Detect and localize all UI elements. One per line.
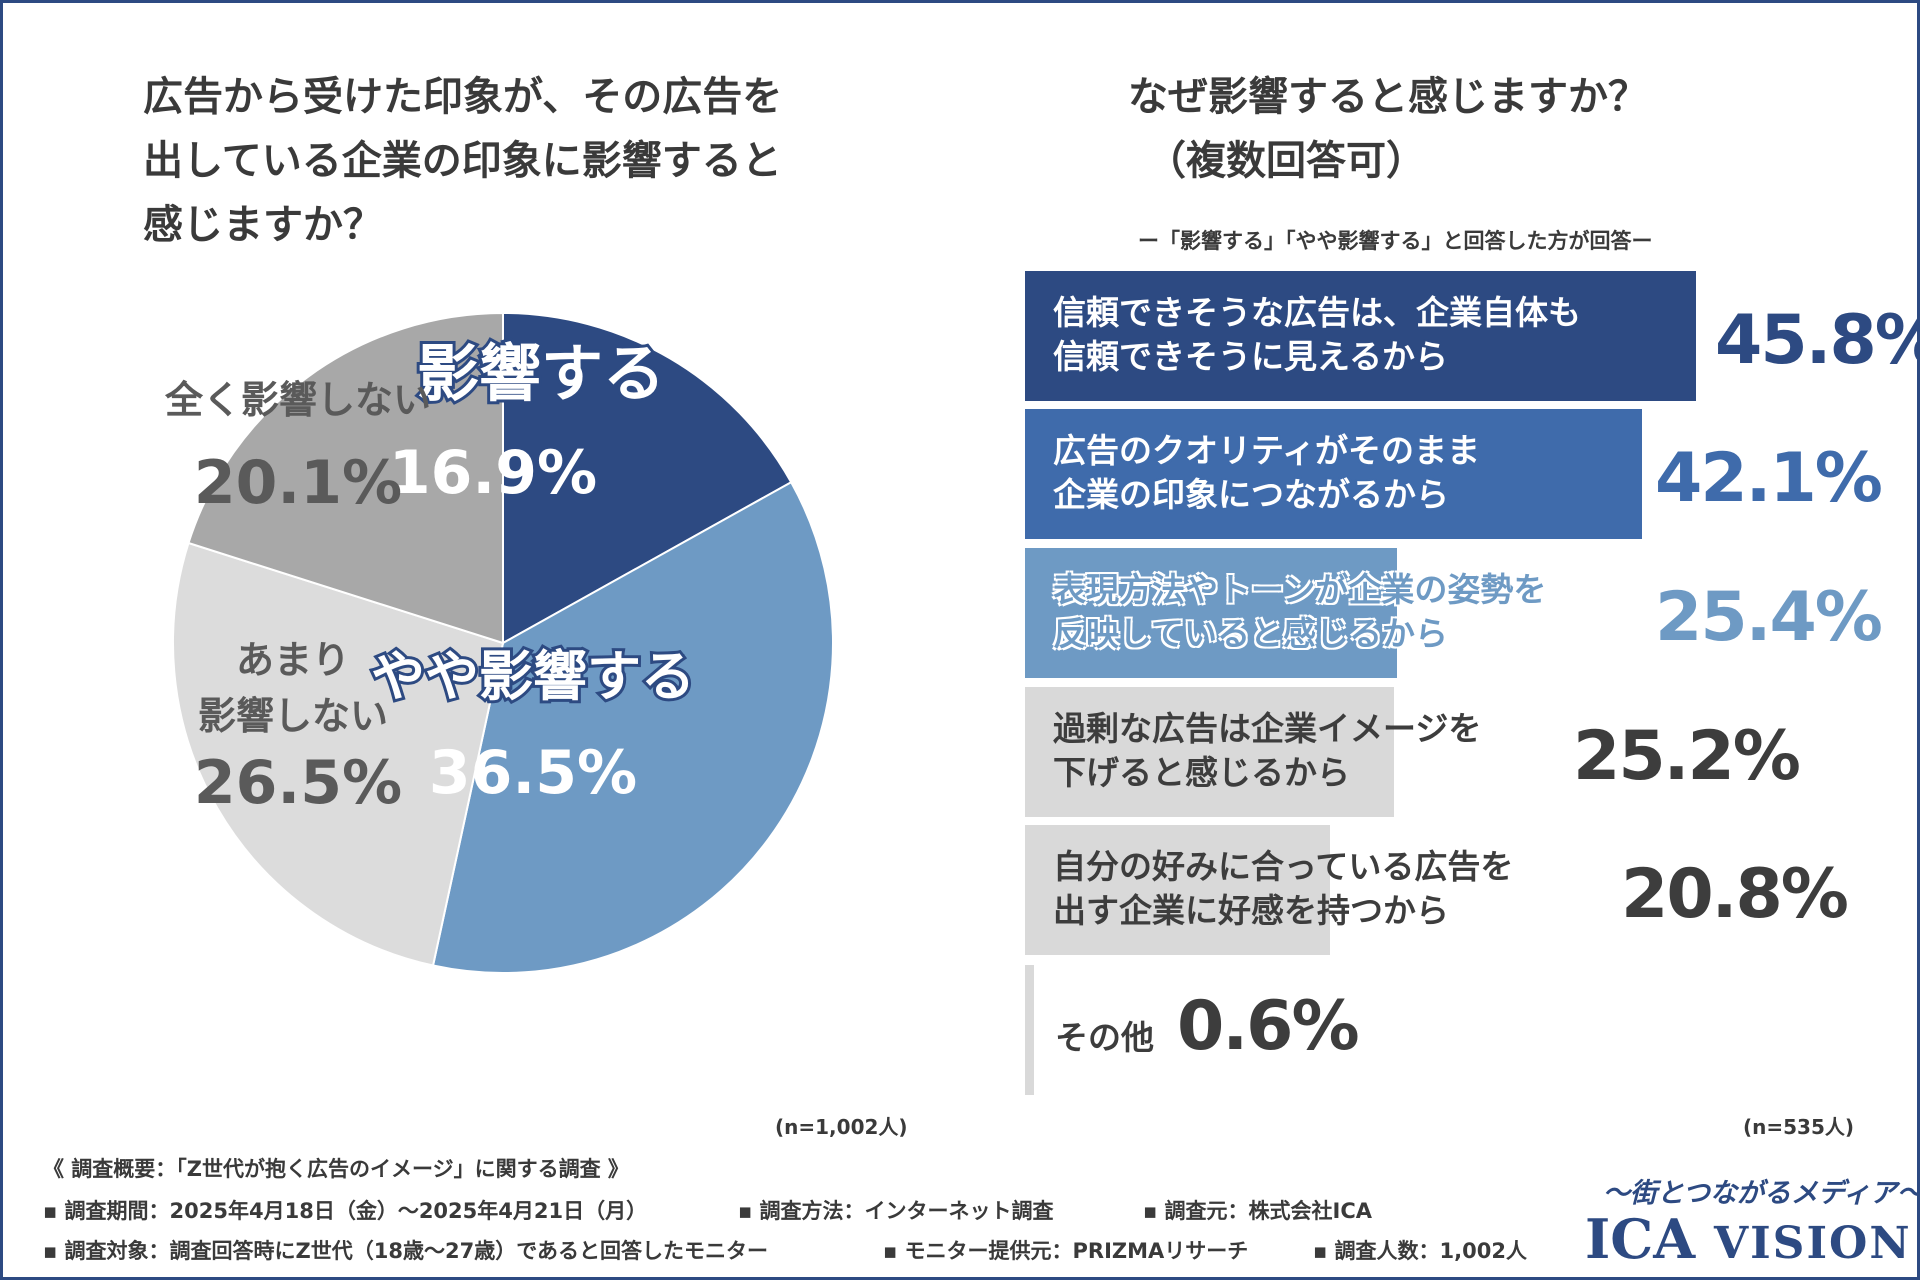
bar-sample-size: (n=535人) bbox=[1743, 1115, 1855, 1139]
survey-target: ▪ 調査対象：調査回答時にZ世代（18歳〜27歳）であると回答したモニター bbox=[43, 1239, 769, 1263]
bar-value: 45.8% bbox=[1715, 301, 1920, 380]
bar-label-line: 広告のクオリティがそのまま bbox=[1053, 431, 1481, 470]
bar-value: 0.6% bbox=[1177, 987, 1360, 1066]
left-title-line: 広告から受けた印象が、その広告を bbox=[143, 74, 783, 120]
bar-label-line: 過剰な広告は企業イメージを bbox=[1053, 709, 1482, 748]
bar-label-line: 自分の好みに合っている広告を bbox=[1053, 847, 1514, 886]
brand-ica: ICA bbox=[1585, 1207, 1696, 1271]
pie-slice bbox=[502, 311, 793, 645]
brand-logo: ICA VISION bbox=[1585, 1207, 1912, 1271]
pie-slice-label: やや影響する bbox=[371, 645, 695, 708]
right-title: なぜ影響すると感じますか？ （複数回答可） bbox=[1128, 65, 1808, 193]
bar-label-line: 表現方法やトーンが企業の姿勢を bbox=[1053, 570, 1547, 609]
bar-label-line: 信頼できそうに見えるから bbox=[1053, 337, 1449, 376]
bar bbox=[1025, 965, 1034, 1095]
bar-label-line: 下げると感じるから bbox=[1053, 753, 1350, 792]
pie-slice-value: 16.9% bbox=[389, 438, 597, 508]
bar-label: 自分の好みに合っている広告を 出す企業に好感を持つから bbox=[1053, 845, 1733, 933]
bar bbox=[1025, 409, 1642, 539]
pie-slice-label: 全く影響しない bbox=[164, 378, 431, 422]
pie-slice-value: 36.5% bbox=[429, 738, 637, 808]
pie-slice-value: 26.5% bbox=[194, 748, 402, 818]
brand-tagline: 〜街とつながるメディア〜 bbox=[1603, 1178, 1920, 1209]
bar-label-line: 信頼できそうな広告は、企業自体も bbox=[1053, 293, 1581, 332]
bar-label: 信頼できそうな広告は、企業自体も 信頼できそうに見えるから bbox=[1053, 291, 1733, 379]
bar-label-line: 反映していると感じるから bbox=[1053, 614, 1449, 653]
right-title-line: （複数回答可） bbox=[1146, 138, 1426, 184]
brand-vision: VISION bbox=[1713, 1218, 1912, 1269]
bar bbox=[1025, 271, 1696, 401]
right-title-line: なぜ影響すると感じますか？ bbox=[1128, 74, 1648, 120]
bar-value: 25.2% bbox=[1573, 717, 1801, 796]
pie-slice-label: 影響しない bbox=[198, 694, 388, 738]
monitor-provider: ▪ モニター提供元：PRIZMAリサーチ bbox=[883, 1239, 1249, 1263]
bar-label-line: 出す企業に好感を持つから bbox=[1053, 891, 1449, 930]
bar-label: 広告のクオリティがそのまま 企業の印象につながるから bbox=[1053, 429, 1733, 517]
left-title-line: 出している企業の印象に影響すると bbox=[143, 138, 782, 184]
pie-slice bbox=[431, 480, 834, 974]
pie-slice bbox=[172, 541, 505, 967]
bar-label-line: 企業の印象につながるから bbox=[1053, 475, 1449, 514]
pie-slice-label: あまり bbox=[236, 638, 350, 682]
left-title-line: 感じますか？ bbox=[143, 202, 383, 248]
pie-sample-size: (n=1,002人) bbox=[775, 1115, 908, 1139]
bar bbox=[1025, 548, 1397, 678]
pie-slice-value: 20.1% bbox=[194, 448, 402, 518]
bar-label: 表現方法やトーンが企業の姿勢を 反映していると感じるから bbox=[1053, 568, 1733, 656]
bar-value: 20.8% bbox=[1621, 855, 1849, 934]
survey-period: ▪ 調査期間：2025年4月18日（金）〜2025年4月21日（月） bbox=[43, 1199, 648, 1223]
bar-label: 過剰な広告は企業イメージを 下げると感じるから bbox=[1053, 707, 1733, 795]
bar-value: 42.1% bbox=[1655, 439, 1883, 518]
pie-slice bbox=[187, 311, 504, 645]
bar-value: 25.4% bbox=[1655, 578, 1883, 657]
bar bbox=[1025, 825, 1330, 955]
respondent-note: ー「影響する」「やや影響する」と回答した方が回答ー bbox=[1138, 229, 1653, 253]
bar bbox=[1025, 687, 1394, 817]
survey-count: ▪ 調査人数：1,002人 bbox=[1313, 1239, 1527, 1263]
bar-label: その他 bbox=[1055, 1018, 1154, 1057]
pie-slice-label: 影響する bbox=[417, 337, 665, 410]
survey-source: ▪ 調査元：株式会社ICA bbox=[1143, 1199, 1373, 1223]
left-title: 広告から受けた印象が、その広告を 出している企業の印象に影響すると 感じますか？ bbox=[143, 65, 863, 257]
survey-summary: 《 調査概要：「Z世代が抱く広告のイメージ」に関する調査 》 bbox=[43, 1157, 629, 1181]
survey-method: ▪ 調査方法：インターネット調査 bbox=[738, 1199, 1054, 1223]
